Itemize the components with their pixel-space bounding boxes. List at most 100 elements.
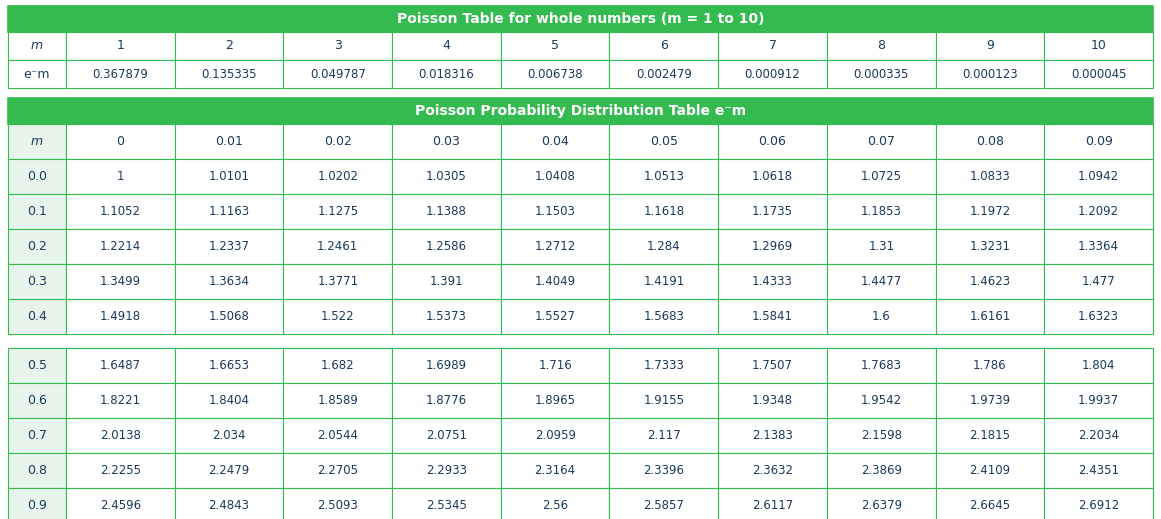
Text: 1.1735: 1.1735 <box>752 205 793 218</box>
Text: 1.8776: 1.8776 <box>426 394 467 407</box>
Text: 2.4843: 2.4843 <box>209 499 250 512</box>
Text: 1.2214: 1.2214 <box>100 240 140 253</box>
Text: 0.8: 0.8 <box>27 464 46 477</box>
Text: 2.3632: 2.3632 <box>752 464 793 477</box>
Text: 0.002479: 0.002479 <box>636 67 692 80</box>
Text: 0.7: 0.7 <box>27 429 46 442</box>
Text: 2.0544: 2.0544 <box>317 429 359 442</box>
Text: 1.1388: 1.1388 <box>426 205 467 218</box>
Text: 1.5683: 1.5683 <box>643 310 684 323</box>
Text: 2.6912: 2.6912 <box>1079 499 1119 512</box>
Text: 2.56: 2.56 <box>542 499 568 512</box>
Text: 1.9739: 1.9739 <box>969 394 1010 407</box>
Text: 0.1: 0.1 <box>27 205 46 218</box>
Text: 2.3869: 2.3869 <box>860 464 902 477</box>
Text: 2.2255: 2.2255 <box>100 464 140 477</box>
Text: 1.9348: 1.9348 <box>752 394 793 407</box>
Text: 1.391: 1.391 <box>430 275 463 288</box>
Text: 2.2705: 2.2705 <box>317 464 359 477</box>
Text: 8: 8 <box>878 39 885 52</box>
Text: 1.5373: 1.5373 <box>426 310 467 323</box>
Text: 1.8404: 1.8404 <box>209 394 250 407</box>
Text: 1.284: 1.284 <box>647 240 680 253</box>
Text: 1.8965: 1.8965 <box>535 394 576 407</box>
Text: 2.1815: 2.1815 <box>969 429 1010 442</box>
Text: 0.018316: 0.018316 <box>419 67 475 80</box>
Text: 6: 6 <box>659 39 668 52</box>
Text: 2.0138: 2.0138 <box>100 429 140 442</box>
Text: 1.682: 1.682 <box>320 359 354 372</box>
Text: 1.2092: 1.2092 <box>1079 205 1119 218</box>
Text: 0.000123: 0.000123 <box>962 67 1018 80</box>
Text: 0.03: 0.03 <box>433 135 461 148</box>
Text: 1.4918: 1.4918 <box>100 310 140 323</box>
Text: 1.4049: 1.4049 <box>534 275 576 288</box>
Text: 0.049787: 0.049787 <box>310 67 366 80</box>
Text: 1.716: 1.716 <box>539 359 572 372</box>
Text: 4: 4 <box>442 39 450 52</box>
Text: 0.04: 0.04 <box>541 135 569 148</box>
Text: 1.1163: 1.1163 <box>209 205 250 218</box>
Text: 1.804: 1.804 <box>1082 359 1116 372</box>
Text: 3: 3 <box>334 39 341 52</box>
Text: 1.2461: 1.2461 <box>317 240 359 253</box>
Text: 1.0305: 1.0305 <box>426 170 467 183</box>
Text: 1.6323: 1.6323 <box>1079 310 1119 323</box>
Text: 2.5093: 2.5093 <box>317 499 359 512</box>
Text: 1.6161: 1.6161 <box>969 310 1010 323</box>
Text: 1.5841: 1.5841 <box>752 310 793 323</box>
Text: 10: 10 <box>1090 39 1106 52</box>
Text: 1.0408: 1.0408 <box>535 170 576 183</box>
Text: 1.1275: 1.1275 <box>317 205 359 218</box>
Text: 0.02: 0.02 <box>324 135 352 148</box>
Text: 1.0833: 1.0833 <box>969 170 1010 183</box>
Text: 2.1383: 2.1383 <box>752 429 793 442</box>
Text: m: m <box>31 39 43 52</box>
Text: 0.3: 0.3 <box>27 275 46 288</box>
Text: 1.3364: 1.3364 <box>1079 240 1119 253</box>
Text: 1.1853: 1.1853 <box>860 205 902 218</box>
Text: 1.3771: 1.3771 <box>317 275 359 288</box>
Text: 2.3396: 2.3396 <box>643 464 684 477</box>
Text: 1.3499: 1.3499 <box>100 275 140 288</box>
Text: 0.5: 0.5 <box>27 359 46 372</box>
Text: 1.0618: 1.0618 <box>752 170 793 183</box>
Text: 1.7507: 1.7507 <box>752 359 793 372</box>
Text: 0.367879: 0.367879 <box>93 67 149 80</box>
Text: 1.7333: 1.7333 <box>643 359 684 372</box>
Text: 2.2933: 2.2933 <box>426 464 467 477</box>
Text: 1.3231: 1.3231 <box>969 240 1010 253</box>
Text: 2.1598: 2.1598 <box>860 429 902 442</box>
Text: 0.2: 0.2 <box>27 240 46 253</box>
Text: 2.117: 2.117 <box>647 429 680 442</box>
Text: 2.2479: 2.2479 <box>209 464 250 477</box>
Text: 1.0101: 1.0101 <box>209 170 250 183</box>
Text: 1.4191: 1.4191 <box>643 275 685 288</box>
Text: 1.6989: 1.6989 <box>426 359 467 372</box>
Text: 2.4109: 2.4109 <box>969 464 1010 477</box>
Text: 1.2712: 1.2712 <box>534 240 576 253</box>
Text: 2.034: 2.034 <box>212 429 246 442</box>
Text: 0.000335: 0.000335 <box>853 67 909 80</box>
Text: 1.5527: 1.5527 <box>535 310 576 323</box>
Text: 2.6645: 2.6645 <box>969 499 1010 512</box>
Text: e⁻m: e⁻m <box>23 67 50 80</box>
Text: 2.6379: 2.6379 <box>860 499 902 512</box>
Text: 0: 0 <box>116 135 124 148</box>
Text: Poisson Probability Distribution Table e⁻m: Poisson Probability Distribution Table e… <box>414 104 747 118</box>
Text: 0.07: 0.07 <box>867 135 895 148</box>
Text: 1.9542: 1.9542 <box>860 394 902 407</box>
Text: 1.8221: 1.8221 <box>100 394 140 407</box>
Text: 1.4623: 1.4623 <box>969 275 1010 288</box>
Text: 0.01: 0.01 <box>215 135 243 148</box>
Text: 2.6117: 2.6117 <box>752 499 793 512</box>
Text: 0.9: 0.9 <box>27 499 46 512</box>
Text: 0.05: 0.05 <box>650 135 678 148</box>
Text: 0.000912: 0.000912 <box>744 67 800 80</box>
Text: 1.2337: 1.2337 <box>209 240 250 253</box>
Text: 0.08: 0.08 <box>976 135 1004 148</box>
Text: 2.4596: 2.4596 <box>100 499 140 512</box>
Text: 2.4351: 2.4351 <box>1079 464 1119 477</box>
Text: 0.0: 0.0 <box>27 170 46 183</box>
Text: 0.09: 0.09 <box>1084 135 1112 148</box>
